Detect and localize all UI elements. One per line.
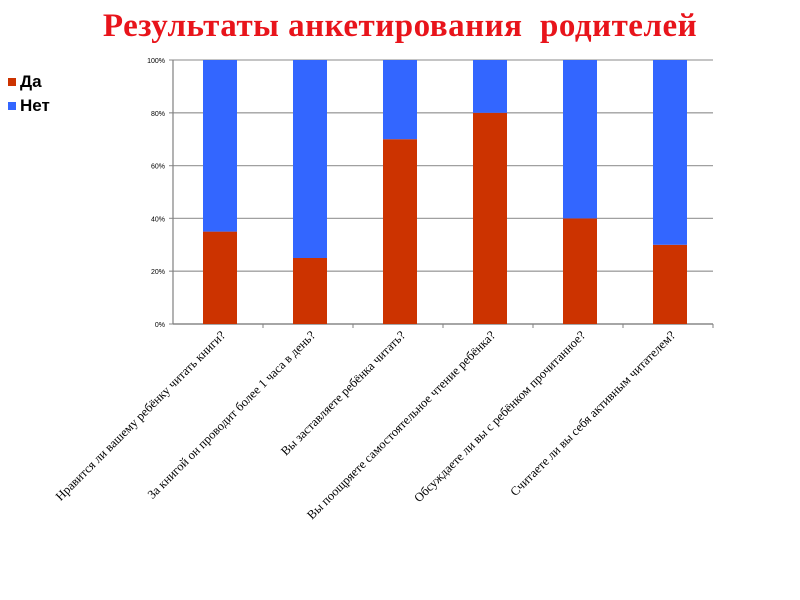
- bar-da: [473, 112, 507, 324]
- y-tick-label: 60%: [151, 164, 165, 171]
- bar-net: [293, 60, 327, 258]
- legend-label-da: Да: [20, 72, 42, 91]
- bar-net: [563, 60, 597, 219]
- x-category-label: Считаете ли вы себя активным читателем?: [507, 328, 678, 499]
- y-tick-label: 40%: [151, 216, 165, 223]
- legend: Да Нет: [8, 70, 50, 118]
- legend-item-net: Нет: [8, 94, 50, 118]
- bar-net: [653, 60, 687, 245]
- legend-label-net: Нет: [20, 96, 50, 115]
- page-title: Результаты анкетирования родителей: [102, 8, 698, 44]
- bar-net: [473, 60, 507, 113]
- bar-da: [383, 139, 417, 324]
- x-category-label: Нравится ли вашему ребёнку читать книги?: [53, 328, 229, 504]
- bar-net: [383, 60, 417, 140]
- bar-da: [203, 231, 237, 324]
- bar-net: [203, 60, 237, 232]
- y-tick-label: 80%: [151, 111, 165, 118]
- x-category-label: За книгой он проводит более 1 часа в ден…: [145, 328, 319, 502]
- y-tick-label: 0%: [155, 322, 165, 329]
- bar-da: [563, 218, 597, 324]
- bar-da: [293, 258, 327, 324]
- x-category-label: Обсуждаете ли вы с ребёнком прочитанное?: [411, 328, 588, 505]
- x-category-label: Вы поощряете самостоятельное чтение ребё…: [304, 328, 498, 522]
- legend-swatch-net: [8, 102, 16, 110]
- y-tick-label: 20%: [151, 269, 165, 276]
- bar-da: [653, 244, 687, 324]
- legend-item-da: Да: [8, 70, 50, 94]
- legend-swatch-da: [8, 78, 16, 86]
- y-tick-label: 100%: [147, 58, 165, 65]
